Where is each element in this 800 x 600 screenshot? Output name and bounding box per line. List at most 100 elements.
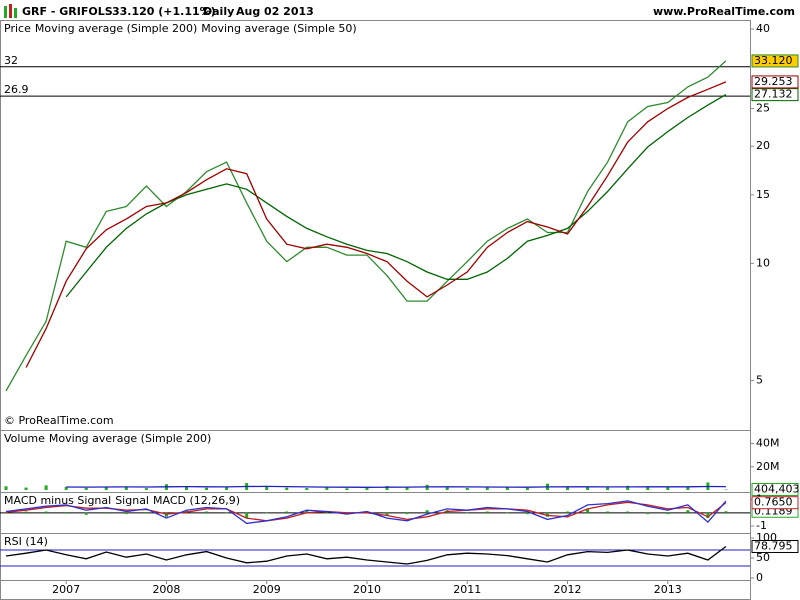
legend-entry: MACD minus Signal	[4, 494, 111, 507]
bar	[485, 511, 489, 513]
value-label: 0.7650	[754, 496, 793, 509]
bar	[505, 512, 509, 514]
y-tick-label: 50	[756, 551, 770, 564]
bar	[124, 487, 128, 490]
level-label: 26.9	[4, 83, 29, 96]
y-tick-label: 20M	[756, 460, 780, 473]
bar	[365, 487, 369, 490]
bar	[686, 486, 690, 490]
bar	[646, 486, 650, 490]
panel: 20M 40M 404,403 Volume Moving average (Simpl…	[0, 430, 800, 497]
value-label: 78.795	[754, 539, 793, 552]
bar	[706, 512, 710, 519]
legend-entry: Price	[4, 22, 31, 35]
site: www.ProRealTime.com	[653, 5, 795, 18]
value-label: 27.132	[754, 88, 793, 101]
series-line	[5, 501, 727, 522]
bar	[104, 486, 108, 490]
y-tick-label: 10	[756, 256, 770, 269]
x-tick-label: 2007	[52, 583, 80, 596]
bar	[586, 487, 590, 490]
bar	[144, 512, 148, 513]
bar	[184, 486, 188, 490]
bar	[325, 512, 329, 514]
legend-entry: Moving average (Simple 200)	[35, 22, 197, 35]
bar	[545, 512, 549, 517]
period: Daily	[203, 5, 234, 18]
series-line	[25, 81, 727, 368]
legend-entry: Moving average (Simple 200)	[49, 432, 211, 445]
bar	[405, 512, 409, 515]
y-tick-label: 20	[756, 139, 770, 152]
bar	[445, 487, 449, 490]
quote: 33.120 (+1.11%)	[112, 5, 216, 18]
y-tick-label: 40M	[756, 437, 780, 450]
bar	[285, 511, 289, 513]
x-tick-label: 2013	[654, 583, 682, 596]
copyright: © ProRealTime.com	[4, 414, 114, 427]
legend-entry: Signal	[115, 494, 149, 507]
bar	[305, 510, 309, 513]
value-label: 29.253	[754, 75, 793, 88]
x-axis: 2007 2008 2009 2010 2011 2012 2013	[0, 580, 751, 600]
series-line	[5, 500, 727, 525]
value-box	[751, 539, 799, 553]
date: Aug 02 2013	[236, 5, 314, 18]
y-tick-label: 0	[756, 571, 763, 584]
bar	[606, 511, 610, 513]
bar	[566, 511, 570, 513]
bar	[24, 487, 28, 490]
bar	[205, 511, 209, 513]
series-line	[66, 485, 726, 488]
series-line	[5, 545, 727, 565]
value-label: 404,403	[754, 483, 800, 496]
value-box	[751, 496, 799, 510]
bar	[425, 510, 429, 513]
bar	[325, 486, 329, 490]
bar	[646, 512, 650, 515]
bar	[485, 486, 489, 490]
bar	[724, 511, 728, 513]
bar	[4, 512, 8, 513]
header: GRF - GRIFOLS 33.120 (+1.11%) Daily Aug …	[4, 4, 795, 18]
legend-entry: RSI (14)	[4, 535, 48, 548]
y-tick-label: 25	[756, 101, 770, 114]
bar	[144, 488, 148, 490]
bar	[525, 512, 529, 515]
y-tick-label: 15	[756, 188, 770, 201]
bar	[225, 512, 229, 514]
value-box	[751, 483, 799, 497]
bar	[124, 512, 128, 515]
logo-bar	[9, 4, 12, 18]
legend-entry: Moving average (Simple 50)	[201, 22, 356, 35]
value-label: 33.120	[754, 54, 793, 67]
bar	[465, 487, 469, 490]
bar	[265, 512, 269, 514]
bar	[4, 486, 8, 490]
bar	[385, 512, 389, 516]
bar	[666, 487, 670, 490]
logo-bar	[4, 6, 7, 18]
bar	[385, 486, 389, 490]
bar	[724, 489, 728, 491]
bar	[305, 488, 309, 490]
bar	[285, 487, 289, 490]
bar	[84, 512, 88, 515]
y-tick-label: 40	[756, 22, 770, 35]
bar	[586, 508, 590, 513]
legend-entry: MACD (12,26,9)	[153, 494, 240, 507]
level-label: 32	[4, 54, 18, 67]
bar	[345, 488, 349, 490]
bar	[64, 487, 68, 490]
x-tick-label: 2011	[453, 583, 481, 596]
y-tick-label: 5	[756, 374, 763, 387]
bar	[225, 487, 229, 490]
bar	[626, 511, 630, 513]
bar	[44, 511, 48, 513]
bar	[44, 485, 48, 490]
bar	[505, 487, 509, 490]
bar	[24, 511, 28, 513]
